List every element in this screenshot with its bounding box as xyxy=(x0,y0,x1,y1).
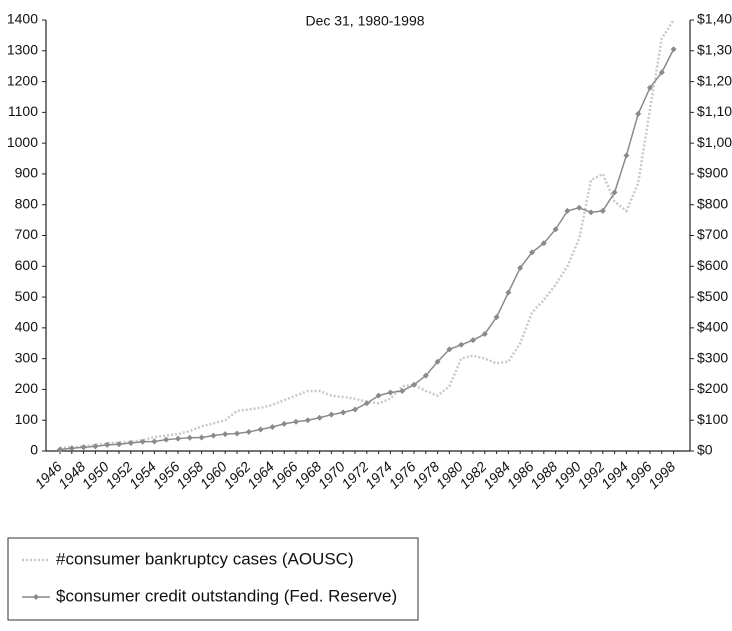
point xyxy=(116,441,122,448)
point xyxy=(446,346,453,353)
point xyxy=(599,207,606,214)
point xyxy=(210,432,217,439)
y2-tick-label: $300 xyxy=(697,349,728,365)
point xyxy=(588,209,594,216)
legend-label: #consumer bankruptcy cases (AOUSC) xyxy=(56,549,354,568)
y-tick-label: 1200 xyxy=(7,72,38,88)
y2-tick-label: $600 xyxy=(697,257,728,273)
point xyxy=(151,438,158,445)
y2-tick-label: $1,400 xyxy=(697,11,732,27)
point xyxy=(328,411,335,418)
y-tick-label: 900 xyxy=(15,165,39,181)
y2-tick-label: $100 xyxy=(697,411,728,427)
point xyxy=(281,420,288,427)
y2-tick-label: $400 xyxy=(697,319,728,335)
y-tick-label: 1400 xyxy=(7,11,38,27)
point xyxy=(104,441,111,448)
point xyxy=(316,414,323,421)
y2-tick-label: $1,100 xyxy=(697,103,732,119)
point xyxy=(505,289,512,296)
point xyxy=(375,392,382,399)
point xyxy=(198,434,205,441)
y-tick-label: 1100 xyxy=(8,103,38,119)
point xyxy=(363,400,370,407)
point xyxy=(245,428,252,435)
x-tick-label: 1998 xyxy=(645,458,678,491)
point xyxy=(529,249,535,256)
series-line xyxy=(59,19,675,450)
point xyxy=(304,417,311,424)
legend-box xyxy=(7,537,419,621)
y2-tick-label: $1,000 xyxy=(697,134,732,150)
point xyxy=(434,358,441,365)
y-tick-label: 1300 xyxy=(7,41,38,57)
y2-tick-label: $200 xyxy=(697,380,728,396)
point xyxy=(186,434,193,441)
y2-tick-label: $800 xyxy=(697,195,728,211)
point xyxy=(552,226,559,233)
point xyxy=(222,431,229,438)
point xyxy=(422,372,429,379)
point xyxy=(399,387,406,394)
point xyxy=(647,84,653,91)
point xyxy=(540,240,547,247)
point xyxy=(611,189,618,196)
point xyxy=(163,436,170,443)
y-tick-label: 200 xyxy=(15,380,39,396)
point xyxy=(352,406,358,413)
y2-tick-label: $1,200 xyxy=(697,72,732,88)
point xyxy=(92,443,99,450)
point xyxy=(517,264,524,271)
y-tick-label: 100 xyxy=(15,411,39,427)
point xyxy=(234,430,240,437)
point xyxy=(493,314,500,321)
point xyxy=(175,435,181,442)
point xyxy=(623,152,630,159)
y2-tick-label: $0 xyxy=(697,442,713,458)
point xyxy=(564,207,571,214)
point xyxy=(293,418,299,425)
y2-tick-label: $700 xyxy=(697,226,728,242)
point xyxy=(127,439,134,446)
point xyxy=(635,110,642,117)
chart-title: Dec 31, 1980-1998 xyxy=(305,13,424,29)
y-tick-label: 700 xyxy=(15,226,39,242)
y-tick-label: 1000 xyxy=(7,134,38,150)
point xyxy=(68,445,75,452)
y2-tick-label: $1,300 xyxy=(697,41,732,57)
y-tick-label: 0 xyxy=(30,442,38,458)
point xyxy=(139,438,146,445)
point xyxy=(340,409,347,416)
legend-marker xyxy=(33,594,39,600)
point xyxy=(481,331,488,338)
point xyxy=(470,337,476,344)
legend-label: $consumer credit outstanding (Fed. Reser… xyxy=(56,586,397,605)
y-tick-label: 300 xyxy=(15,349,39,365)
y-tick-label: 400 xyxy=(15,319,39,335)
point xyxy=(658,69,665,76)
point xyxy=(670,46,677,53)
point xyxy=(458,341,465,348)
point xyxy=(387,389,394,396)
y-tick-label: 500 xyxy=(15,288,39,304)
point xyxy=(576,204,583,211)
point xyxy=(80,444,87,451)
point xyxy=(57,446,63,453)
point xyxy=(257,426,264,433)
point xyxy=(411,381,417,388)
y-tick-label: 600 xyxy=(15,257,39,273)
y2-tick-label: $900 xyxy=(697,165,728,181)
y-tick-label: 800 xyxy=(15,195,39,211)
series-line xyxy=(59,48,675,451)
y2-tick-label: $500 xyxy=(697,288,728,304)
point xyxy=(269,423,276,430)
